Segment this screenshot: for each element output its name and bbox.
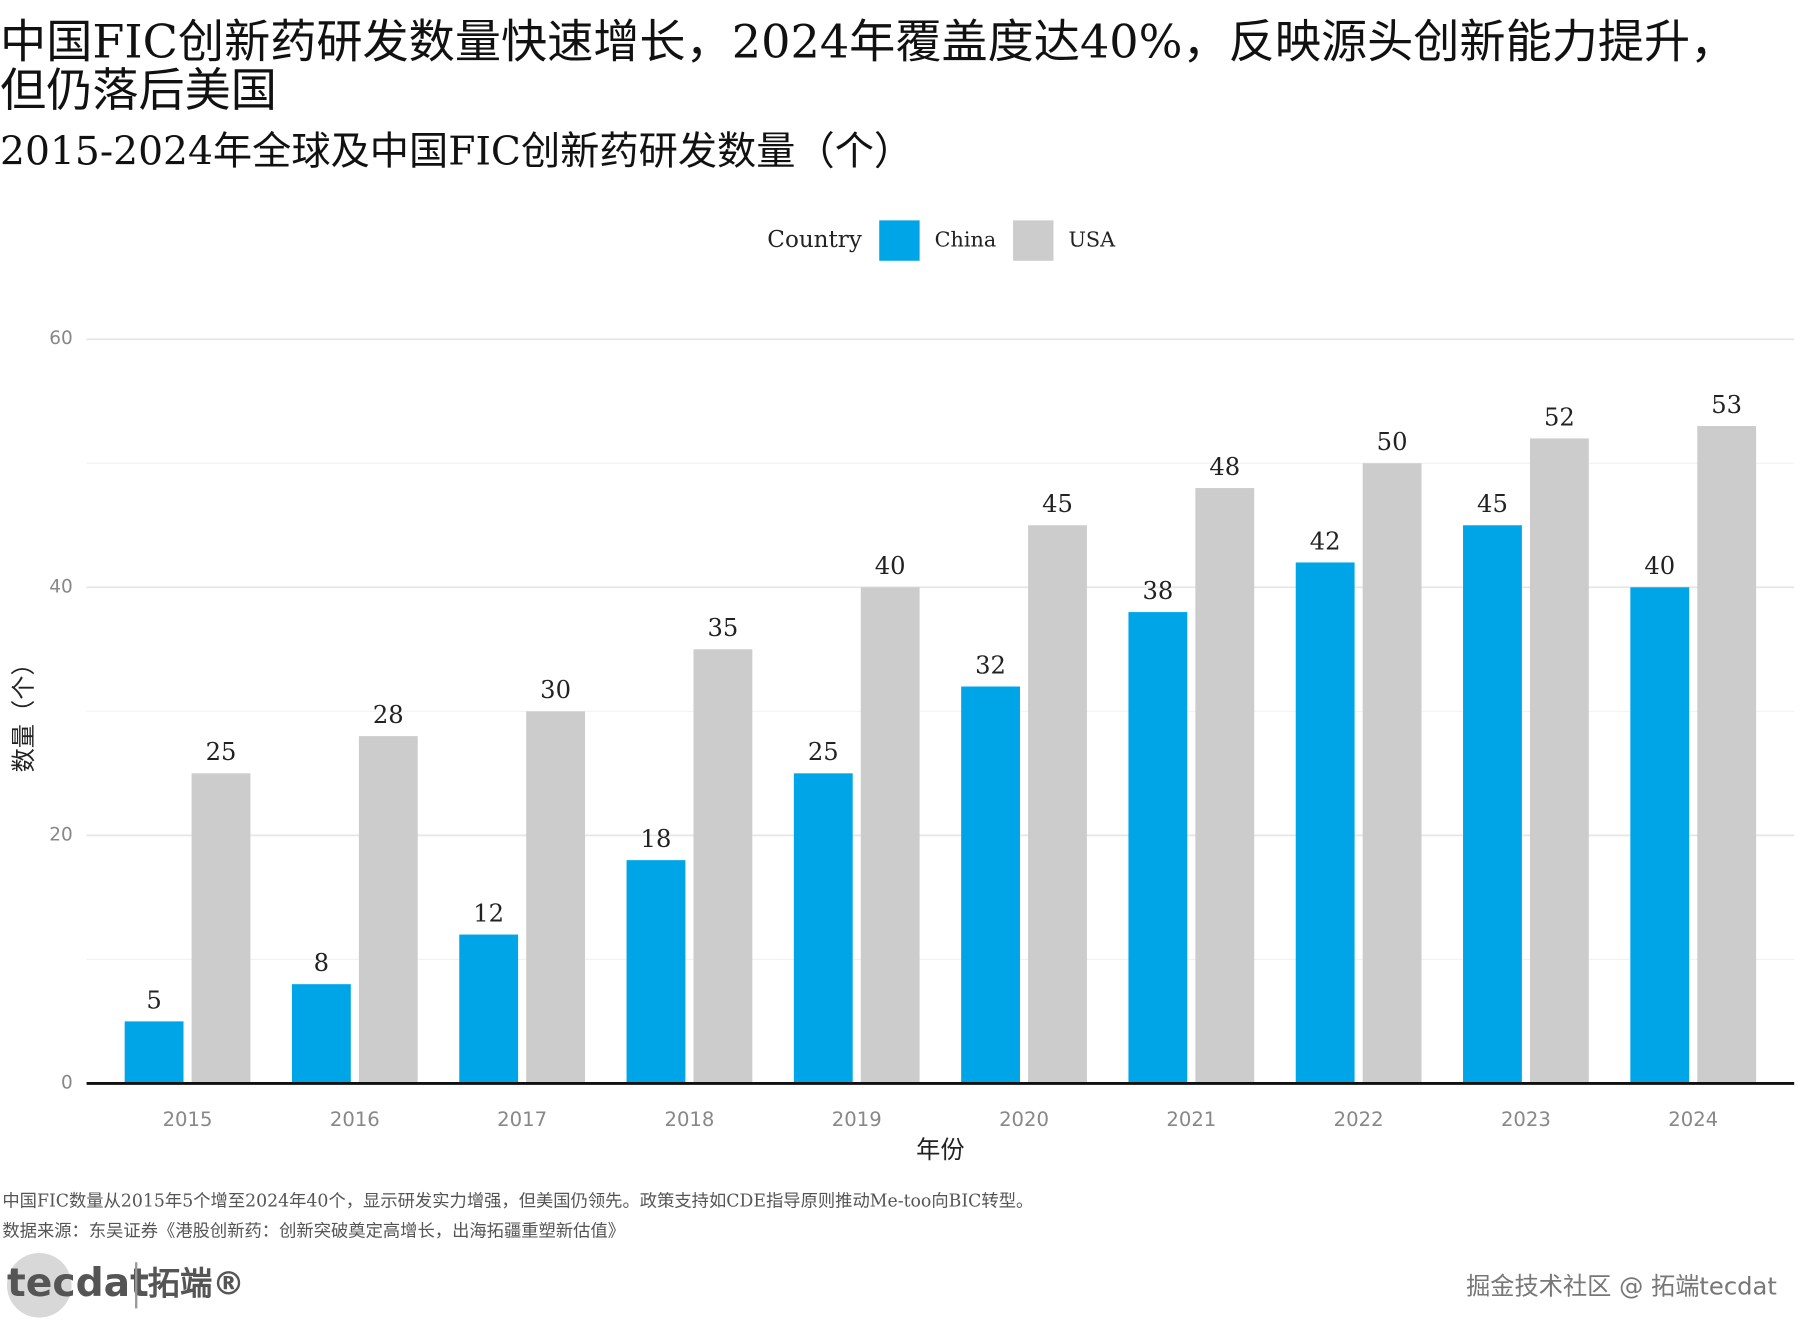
bar [793,773,853,1084]
bar [1128,612,1188,1084]
data-label: 45 [1477,490,1508,518]
x-tick-label: 2017 [497,1108,547,1131]
y-axis-label: 数量（个） [10,651,38,772]
bar [1295,562,1355,1084]
bar [1529,438,1589,1084]
data-label: 35 [707,614,738,642]
bar [1195,488,1255,1084]
data-label: 38 [1142,577,1173,605]
x-axis-label: 年份 [916,1136,964,1164]
data-label: 40 [875,552,906,580]
data-label: 52 [1544,403,1575,431]
bar [1028,525,1087,1084]
data-label: 48 [1209,453,1240,481]
data-label: 5 [146,986,161,1014]
bar [358,736,418,1084]
bar [526,711,586,1084]
legend-swatch [879,220,920,261]
x-tick-label: 2024 [1668,1108,1718,1131]
bar [459,934,519,1084]
bar [1463,525,1522,1084]
chart-subtitle: 2015-2024年全球及中国FIC创新药研发数量（个） [0,130,913,175]
bar [1630,587,1690,1084]
logo-cn: 拓端® [148,1264,245,1302]
y-tick-label: 60 [49,328,72,349]
data-label: 8 [314,949,329,977]
x-tick-label: 2023 [1501,1108,1551,1131]
data-label: 53 [1711,391,1742,419]
data-label: 40 [1644,552,1675,580]
bar [961,686,1020,1084]
data-label: 30 [540,676,571,704]
bar [693,649,753,1084]
data-label: 28 [373,701,404,729]
legend-swatch [1013,220,1054,261]
data-label: 45 [1042,490,1073,518]
x-tick-label: 2019 [832,1108,882,1131]
data-label: 42 [1310,527,1341,555]
data-label: 25 [206,738,237,766]
bar [124,1021,184,1084]
data-label: 12 [473,899,504,927]
y-tick-label: 0 [61,1072,73,1093]
note: 中国FIC数量从2015年5个增至2024年40个，显示研发实力增强，但美国仍领… [2,1192,1033,1212]
bar [1362,463,1422,1084]
data-label: 50 [1377,428,1408,456]
bar [291,984,351,1084]
x-tick-label: 2021 [1166,1108,1216,1131]
bar [626,860,686,1084]
data-label: 18 [641,825,672,853]
chart-title: 中国FIC创新药研发数量快速增长，2024年覆盖度达40%，反映源头创新能力提升… [0,18,1737,118]
legend-title: Country [767,227,862,253]
bar [1697,426,1757,1084]
x-tick-label: 2016 [330,1108,380,1131]
bar [860,587,920,1084]
x-tick-label: 2022 [1334,1108,1384,1131]
bar [191,773,251,1084]
x-tick-label: 2015 [163,1108,213,1131]
logo-badge [6,1253,72,1318]
data-label: 32 [975,651,1006,679]
legend-label: USA [1068,228,1116,252]
x-tick-label: 2018 [664,1108,714,1131]
x-tick-label: 2020 [999,1108,1049,1131]
logo: tecdat [7,1261,149,1306]
watermark: 掘金技术社区 @ 拓端tecdat [1466,1273,1777,1301]
legend-label: China [935,228,997,252]
title-box: 中国FIC创新药研发数量快速增长，2024年覆盖度达40%，反映源头创新能力提升… [0,18,1737,118]
y-tick-label: 40 [49,576,72,597]
data-label: 25 [808,738,839,766]
note: 数据来源：东吴证券《港股创新药：创新突破奠定高增长，出海拓疆重塑新估值》 [2,1222,625,1242]
y-tick-label: 20 [49,824,72,845]
